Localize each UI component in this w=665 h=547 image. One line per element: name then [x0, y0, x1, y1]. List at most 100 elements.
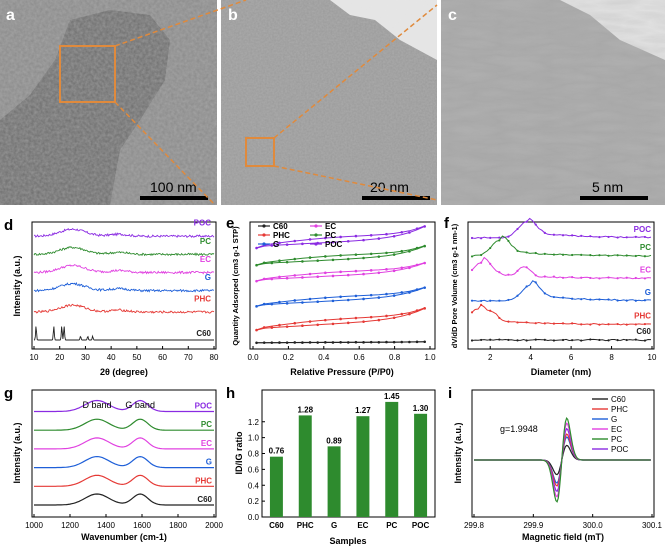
bar-category-pc: PC [386, 521, 397, 530]
pore-point-poc [616, 236, 619, 239]
pore-point-pc [507, 239, 510, 243]
zoom-line-1 [114, 0, 247, 47]
pore-point-ec [525, 266, 528, 269]
isotherm-point-ec [400, 266, 404, 270]
pore-point-ec [634, 276, 637, 280]
isotherm-point-c60 [270, 341, 274, 344]
pore-point-pc [625, 254, 628, 257]
legend-marker-poc [314, 242, 318, 246]
pore-size-chart: f POC PC EC G PHC C60 2 4 6 8 10 Diameter (nm) dV… [444, 215, 657, 377]
x-tick-label-d: 30 [81, 353, 90, 362]
pore-point-poc [516, 227, 519, 231]
raman-series-ec [34, 437, 214, 450]
pore-point-ec [552, 275, 556, 278]
pore-series-phc [471, 304, 652, 326]
raman-label-c60: C60 [197, 495, 212, 504]
pore-point-poc [470, 236, 474, 240]
isotherm-point-poc [377, 237, 381, 240]
isotherm-point-ec [255, 279, 258, 283]
isotherm-point-pc [339, 254, 342, 257]
legend-label-pc: PC [325, 231, 336, 240]
isotherm-point-g [293, 299, 297, 302]
isotherm-point-pc [408, 250, 411, 253]
pore-point-ec [607, 276, 610, 279]
isotherm-point-c60 [415, 340, 419, 344]
pore-point-phc [571, 322, 574, 325]
bar-c60 [269, 456, 283, 517]
legend-label-g: G [611, 415, 617, 424]
g-factor-annotation: g=1.9948 [500, 424, 538, 434]
isotherm-point-ec [339, 270, 342, 274]
pore-point-c60 [607, 339, 610, 342]
bar-phc [298, 415, 312, 517]
isotherm-point-phc [392, 316, 396, 320]
isotherm-point-phc [324, 318, 327, 322]
isotherm-ads-g [256, 287, 425, 307]
isotherm-point-g [400, 291, 404, 294]
pore-point-poc [507, 235, 510, 238]
isotherm-point-phc [270, 326, 274, 329]
isotherm-point-phc [362, 320, 365, 323]
pore-point-g [534, 281, 537, 284]
isotherm-point-poc [354, 234, 358, 238]
pore-point-phc [507, 320, 510, 323]
zoom-line-4 [273, 165, 438, 201]
x-tick-label-d: 60 [158, 353, 167, 362]
pore-point-pc [552, 253, 556, 256]
legend-label-ec: EC [325, 222, 336, 231]
isotherm-point-pc [362, 256, 365, 260]
x-tick-label-e: 1.0 [424, 353, 436, 362]
pore-point-pc [516, 249, 519, 252]
bar-value-poc: 1.30 [413, 404, 429, 413]
scale-bar-b [362, 196, 430, 200]
legend-marker-c60 [262, 224, 266, 228]
pore-label-g: G [645, 288, 651, 297]
pore-point-ec [571, 276, 574, 279]
pore-point-c60 [571, 339, 574, 342]
isotherm-point-g [308, 297, 312, 301]
x-axis-label-d: 2θ (degree) [100, 367, 148, 377]
isotherm-point-phc [255, 328, 258, 332]
bar-category-ec: EC [357, 521, 368, 530]
isotherm-point-ec [331, 274, 335, 278]
isotherm-point-c60 [385, 340, 388, 344]
legend-label-c60: C60 [273, 222, 288, 231]
pore-point-pc [534, 251, 537, 255]
pore-point-phc [643, 322, 647, 326]
x-tick-label-d: 40 [107, 353, 116, 362]
bar-category-g: G [331, 521, 337, 530]
pore-point-pc [607, 254, 610, 257]
isotherm-point-c60 [301, 341, 304, 344]
isotherm-ads-poc [256, 225, 425, 249]
pore-point-poc [552, 233, 556, 236]
panel-letter-i: i [448, 385, 452, 402]
isotherm-point-g [385, 292, 388, 296]
isotherm-point-g [369, 293, 373, 297]
isotherm-point-pc [415, 246, 419, 250]
isotherm-point-poc [339, 235, 342, 239]
isotherm-point-poc [293, 239, 297, 243]
pore-point-pc [543, 252, 546, 255]
y-axis-label-d: Intensity (a.u.) [12, 255, 22, 316]
isotherm-point-ec [362, 272, 365, 276]
pore-label-pc: PC [640, 243, 651, 252]
isotherm-point-phc [385, 314, 388, 318]
raman-label-g: G [206, 458, 212, 467]
pore-point-pc [525, 251, 528, 254]
raman-label-ec: EC [201, 439, 212, 448]
isotherm-point-poc [331, 240, 335, 244]
x-tick-label-d: 80 [210, 353, 219, 362]
pore-point-ec [598, 277, 601, 280]
legend-label-pc: PC [611, 435, 622, 444]
isotherm-ads-phc [256, 307, 425, 331]
isotherm-point-ec [354, 269, 358, 273]
raman-series-c60 [34, 493, 214, 506]
isotherm-point-c60 [377, 340, 381, 344]
raman-series-poc [34, 399, 214, 413]
raman-series-g [34, 455, 214, 469]
isotherm-point-g [285, 302, 289, 305]
pore-point-c60 [498, 338, 501, 341]
bar-value-c60: 0.76 [269, 447, 285, 456]
tem-panel-a: 100 nm a [0, 0, 217, 205]
isotherm-point-ec [385, 268, 388, 271]
